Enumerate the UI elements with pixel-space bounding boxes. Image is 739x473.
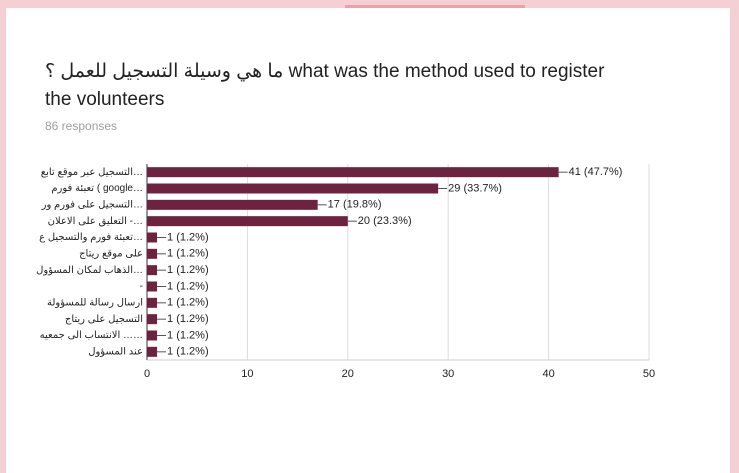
x-tick-label: 0 — [144, 368, 150, 380]
value-label: 17 (19.8%) — [328, 199, 382, 211]
value-label: 1 (1.2%) — [167, 248, 209, 260]
chart-title: ما هي وسيلة التسجيل للعمل ؟ what was the… — [45, 61, 605, 110]
bar — [147, 199, 318, 210]
x-tick-label: 40 — [542, 368, 554, 380]
bar — [147, 167, 559, 178]
y-tick-label: الانتساب الى جمعيه …… — [40, 330, 143, 341]
x-tick-label: 30 — [442, 368, 454, 380]
y-tick-label: الذهاب لمكان المسؤول… — [36, 265, 143, 276]
y-tick-label: تعبئة فورم ( google… — [51, 183, 143, 194]
bar — [147, 297, 158, 308]
value-label: 29 (33.7%) — [448, 182, 502, 194]
value-label: 1 (1.2%) — [167, 346, 209, 358]
bar — [147, 248, 158, 259]
top-bar — [345, 5, 525, 8]
chart-subtitle: 86 responses — [45, 119, 118, 133]
y-tick-label: التسجيل على ريتاج — [65, 314, 143, 325]
y-tick-label: - — [140, 281, 143, 292]
x-tick-label: 20 — [342, 368, 354, 380]
y-tick-label: على موقع ريتاج — [79, 248, 143, 259]
bar — [147, 330, 158, 341]
value-label: 41 (47.7%) — [569, 166, 623, 178]
bar — [147, 281, 158, 292]
y-tick-label: عند المسؤول — [88, 346, 143, 357]
y-tick-label: التسجيل عبر موقع تابع… — [41, 167, 143, 178]
value-label: 1 (1.2%) — [167, 329, 209, 341]
card — [6, 8, 730, 473]
bar — [147, 232, 158, 243]
y-tick-label: ارسال رسالة للمسؤولة — [47, 297, 143, 308]
bar — [147, 314, 158, 325]
y-tick-label: التسجيل على فورم ور… — [41, 199, 143, 210]
bar — [147, 265, 158, 276]
value-label: 1 (1.2%) — [167, 297, 209, 309]
value-label: 20 (23.3%) — [358, 215, 412, 227]
value-label: 1 (1.2%) — [167, 231, 209, 243]
value-label: 1 (1.2%) — [167, 264, 209, 276]
value-label: 1 (1.2%) — [167, 280, 209, 292]
bar — [147, 216, 348, 227]
value-label: 1 (1.2%) — [167, 313, 209, 325]
bar — [147, 346, 158, 357]
y-tick-label: التعليق على الاعلان -… — [48, 216, 143, 227]
x-tick-label: 10 — [241, 368, 253, 380]
y-tick-label: تعبئة فورم والتسجيل ع… — [39, 232, 143, 243]
bar — [147, 183, 439, 194]
x-tick-label: 50 — [643, 368, 655, 380]
